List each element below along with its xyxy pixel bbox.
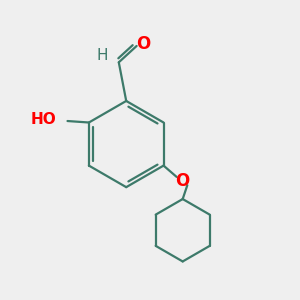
Text: O: O [175, 172, 189, 190]
Text: H: H [97, 48, 108, 63]
Text: O: O [136, 34, 150, 52]
Text: HO: HO [31, 112, 56, 127]
